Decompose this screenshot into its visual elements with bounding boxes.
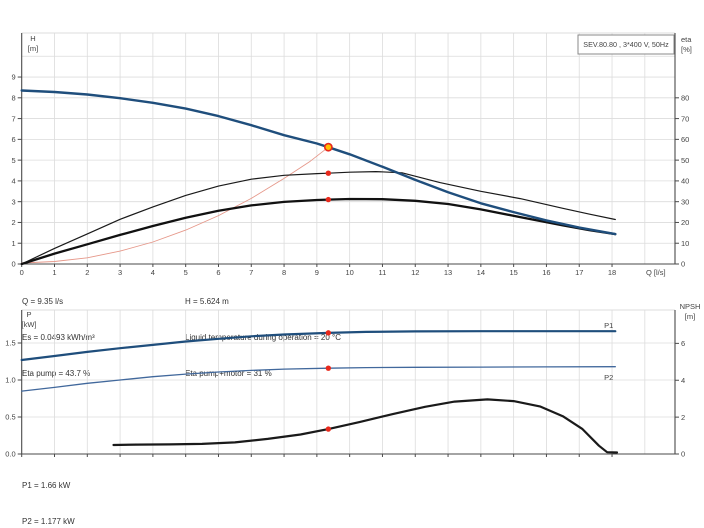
svg-text:60: 60 (681, 135, 689, 144)
svg-text:0.5: 0.5 (5, 413, 15, 422)
svg-text:6: 6 (681, 339, 685, 348)
svg-text:0.0: 0.0 (5, 450, 15, 459)
svg-text:0: 0 (20, 268, 24, 277)
svg-text:7: 7 (12, 114, 16, 123)
p1-readout: P1 = 1.66 kW (22, 481, 71, 490)
svg-text:8: 8 (12, 94, 16, 103)
p2-operating-point (325, 365, 332, 371)
svg-text:0: 0 (681, 450, 685, 459)
eta-pump-motor (20, 197, 617, 266)
svg-text:0: 0 (12, 260, 16, 269)
svg-text:10: 10 (345, 268, 353, 277)
system-curve (21, 146, 329, 264)
svg-text:2: 2 (85, 268, 89, 277)
svg-text:5: 5 (184, 268, 188, 277)
svg-text:3: 3 (118, 268, 122, 277)
svg-text:[kW]: [kW] (22, 320, 37, 329)
hq-eta-chart: 0 1 2 3 4 5 6 7 8 9 10 11 12 13 14 15 16 17 18 Q [l/s]01234… (12, 32, 692, 277)
flow-readout: Q = 9.35 l/s (22, 297, 64, 306)
svg-text:Q [l/s]: Q [l/s] (646, 268, 666, 277)
svg-text:13: 13 (444, 268, 452, 277)
svg-text:15: 15 (509, 268, 517, 277)
svg-text:1: 1 (52, 268, 56, 277)
eta-pump-readout: Eta pump = 43.7 % (22, 369, 91, 378)
svg-text:1.0: 1.0 (5, 376, 15, 385)
es-readout: Es = 0.0493 kWh/m³ (22, 333, 95, 342)
svg-text:50: 50 (681, 156, 689, 165)
svg-text:16: 16 (542, 268, 550, 277)
svg-text:4: 4 (12, 177, 16, 186)
power-npsh-chart: 0.0 0.5 1.0 1.5 0 2 4 6 P[kW] NPSH[m] P1 P2 (5, 302, 701, 459)
svg-text:3: 3 (12, 197, 16, 206)
svg-text:80: 80 (681, 94, 689, 103)
duty-readout-column: Q = 9.35 l/s Es = 0.0493 kWh/m³ Eta pump… (22, 272, 95, 404)
svg-text:4: 4 (151, 268, 155, 277)
svg-text:20: 20 (681, 218, 689, 227)
power-readout-column: P1 = 1.66 kW P2 = 1.177 kW NPSH = 1.35 m (22, 456, 78, 528)
svg-text:4: 4 (681, 376, 685, 385)
svg-text:70: 70 (681, 114, 689, 123)
svg-text:17: 17 (575, 268, 583, 277)
head-readout: H = 5.624 m (185, 297, 229, 306)
eta-pump-operating-point (325, 170, 332, 176)
svg-text:NPSH: NPSH (680, 302, 701, 311)
svg-text:12: 12 (411, 268, 419, 277)
svg-text:[m]: [m] (28, 44, 38, 53)
p2-curve (21, 366, 616, 392)
svg-text:6: 6 (216, 268, 220, 277)
p1-operating-point (325, 330, 332, 336)
pump-title: SEV.80.80 , 3*400 V, 50Hz (583, 40, 669, 49)
svg-text:0: 0 (681, 260, 685, 269)
duty-point (323, 142, 333, 152)
svg-text:eta: eta (681, 35, 692, 44)
svg-text:9: 9 (315, 268, 319, 277)
svg-text:[%]: [%] (681, 45, 692, 54)
svg-text:18: 18 (608, 268, 616, 277)
svg-text:14: 14 (477, 268, 485, 277)
svg-text:11: 11 (379, 268, 387, 277)
svg-text:9: 9 (12, 73, 16, 82)
svg-text:2: 2 (681, 413, 685, 422)
svg-text:40: 40 (681, 177, 689, 186)
eta-pump-motor-operating-point (325, 196, 332, 203)
pump-curve-h (20, 89, 617, 236)
svg-text:8: 8 (282, 268, 286, 277)
svg-text:P: P (26, 310, 31, 319)
npsh-curve (112, 398, 619, 454)
svg-text:H: H (30, 34, 35, 43)
svg-text:P2: P2 (604, 373, 613, 382)
p1-curve (20, 330, 617, 362)
svg-text:5: 5 (12, 156, 16, 165)
svg-text:10: 10 (681, 239, 689, 248)
svg-text:[m]: [m] (685, 312, 695, 321)
svg-text:6: 6 (12, 135, 16, 144)
svg-text:2: 2 (12, 218, 16, 227)
p2-readout: P2 = 1.177 kW (22, 517, 75, 526)
svg-text:1: 1 (12, 239, 16, 248)
npsh-operating-point (325, 426, 332, 432)
svg-text:P1: P1 (604, 321, 613, 330)
svg-text:1.5: 1.5 (5, 339, 15, 348)
eta-pump (21, 171, 616, 265)
svg-text:7: 7 (249, 268, 253, 277)
svg-text:30: 30 (681, 197, 689, 206)
